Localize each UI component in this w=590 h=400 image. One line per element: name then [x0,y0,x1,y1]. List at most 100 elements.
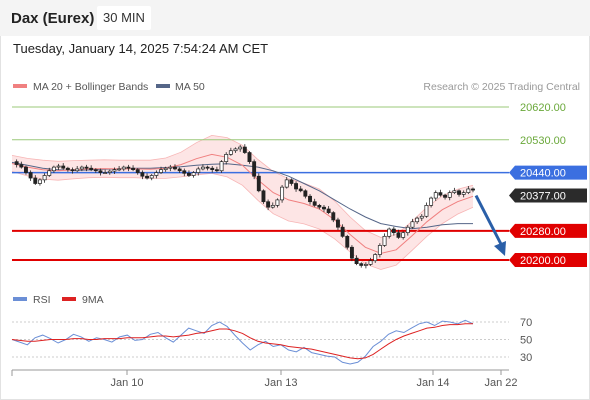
candle-body [135,169,140,173]
candle-body [452,190,457,193]
candle-body [196,168,201,173]
candle-body [84,166,89,169]
candle-body [256,175,261,192]
candle-body [205,166,210,169]
candle-body [345,235,350,248]
candle-body [28,172,33,179]
candle-body [191,172,196,176]
ma20-line [11,153,474,254]
bollinger-band [12,135,473,270]
level-label-1: 20530.00 [520,135,566,147]
candle-body [24,166,28,173]
candle-body [233,148,238,152]
candle-body [433,192,438,199]
candle-body [410,221,415,228]
candle-body [443,194,448,198]
candle-body [294,183,299,190]
candle-body [42,175,47,181]
candle-body [326,208,331,213]
header-bar: Dax (Eurex) 30 MIN [0,0,590,36]
candle-body [242,146,247,153]
candle-body [33,177,38,184]
candle-body [140,172,145,177]
candle-body [377,245,382,255]
ma20-legend-swatch [13,84,27,88]
level-tag-5 [509,253,587,267]
candle-body [466,188,471,193]
ma50-legend-label: MA 50 [175,81,205,93]
candle-body [461,192,466,195]
x-tick-label: Jan 14 [416,377,449,389]
candle-body [79,166,84,170]
candle-body [284,179,289,188]
candle-body [131,167,136,171]
candle-body [340,226,345,237]
candle-body [117,168,122,171]
candle-body [363,264,368,266]
timestamp: Tuesday, January 14, 2025 7:54:24 AM CET [13,41,269,56]
rsi-line [11,319,474,365]
level-label-3: 20377.00 [520,191,566,203]
candle-body [219,161,224,172]
candle-body [312,201,317,206]
rsi-tick-label: 70 [520,317,532,329]
candle-body [70,169,75,172]
candle-body [154,172,159,176]
candle-body [336,219,340,228]
level-tag-3 [509,188,587,203]
candle-body [200,166,205,170]
candle-body [121,166,126,170]
candle-body [214,169,219,172]
candle-body [270,205,275,208]
x-tick-label: Jan 22 [484,377,517,389]
candle-body [368,260,373,265]
candle-body [298,188,303,192]
candle-body [429,197,434,206]
timeframe-button[interactable]: 30 MIN [97,6,151,30]
candle-body [159,169,163,173]
level-label-4: 20280.00 [520,226,566,238]
candle-body [112,169,117,172]
level-label-2: 20440.00 [520,168,566,180]
candle-body [438,192,443,196]
candle-body [373,254,378,262]
candle-body [51,166,56,172]
level-tag-4 [509,223,587,238]
candle-body [61,165,66,169]
candle-body [89,167,94,171]
bollinger-upper [11,134,474,238]
candle-body [182,170,187,174]
rsi-tick-label: 30 [520,352,532,364]
candle-body [457,190,461,195]
candle-body [14,161,19,165]
candle-body [149,175,154,179]
level-label-0: 20620.00 [520,102,566,114]
rsi-ma-line [11,323,473,360]
candle-body [266,201,271,208]
instrument-title: Dax (Eurex) [11,10,95,27]
candle-body [280,186,285,201]
candle-body [37,179,42,184]
candle-body [93,169,98,172]
ma50-legend-swatch [156,84,170,88]
candle-body [186,172,191,176]
x-tick-label: Jan 10 [110,377,143,389]
candle-body [308,195,312,203]
candle-body [303,190,308,197]
candle-body [317,205,322,208]
candle-body [261,190,266,203]
rsi-tick-label: 50 [520,335,532,347]
candle-body [145,175,149,179]
candle-body [252,161,257,177]
candle-body [173,166,177,170]
forecast-arrow-head [494,241,506,256]
ma20-legend-label: MA 20 + Bollinger Bands [33,81,148,93]
candle-body [177,168,182,172]
candle-body [238,146,243,150]
candle-body [387,228,392,237]
credit-text: Research © 2025 Trading Central [423,81,580,93]
candle-body [391,228,396,234]
candle-body [349,246,354,259]
candle-body [359,263,364,266]
candle-body [98,170,103,173]
